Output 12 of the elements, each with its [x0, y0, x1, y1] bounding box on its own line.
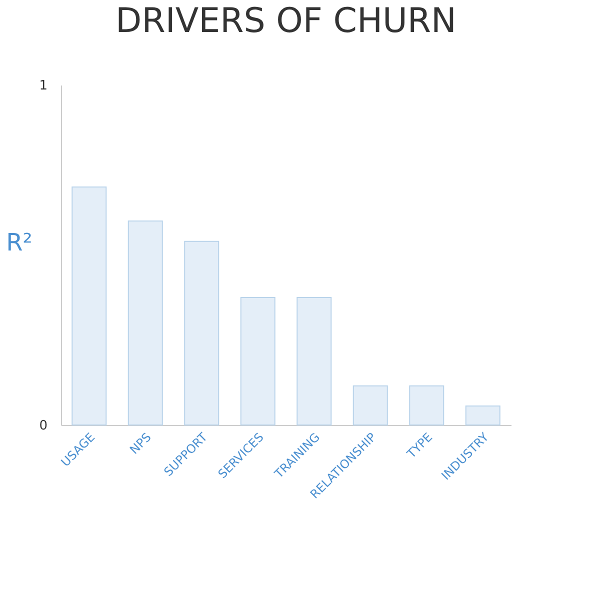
bar	[72, 186, 107, 426]
bar	[409, 385, 444, 426]
bar	[184, 240, 220, 426]
chart-title: DRIVERS OF CHURN	[116, 1, 456, 41]
y-tick-label: 0	[39, 418, 48, 434]
bar	[128, 220, 163, 426]
y-axis-title: R²	[6, 228, 32, 256]
bar	[296, 297, 332, 426]
y-tick-label: 1	[39, 78, 48, 94]
bar	[465, 405, 500, 426]
bar	[352, 385, 388, 426]
bar	[240, 297, 276, 426]
